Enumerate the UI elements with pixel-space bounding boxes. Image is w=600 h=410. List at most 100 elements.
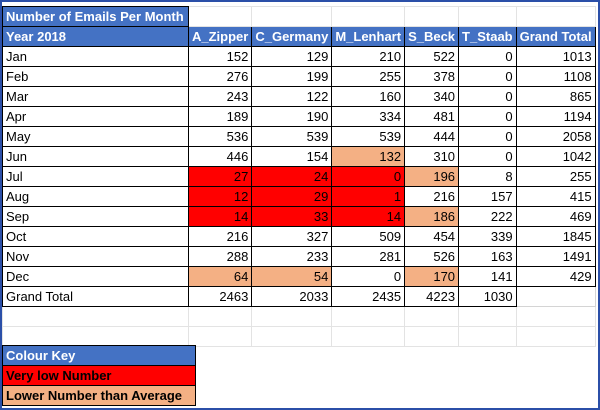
table-cell[interactable]: 469 [515, 206, 596, 227]
table-cell[interactable]: 33 [251, 206, 333, 227]
row-label[interactable]: Jul [2, 166, 189, 187]
table-cell[interactable]: 216 [404, 186, 460, 207]
table-cell[interactable]: 255 [515, 166, 596, 187]
table-cell[interactable]: 0 [458, 46, 517, 67]
table-cell[interactable]: 2435 [331, 286, 406, 307]
row-label[interactable]: Nov [2, 246, 189, 267]
table-cell[interactable]: 481 [404, 106, 460, 127]
table-cell[interactable]: 222 [458, 206, 517, 227]
table-cell[interactable] [515, 286, 596, 307]
table-cell[interactable]: 281 [331, 246, 406, 267]
table-cell[interactable]: 1013 [515, 46, 596, 67]
table-cell[interactable]: 186 [404, 206, 460, 227]
table-cell[interactable]: 310 [404, 146, 460, 167]
table-cell[interactable]: 539 [251, 126, 333, 147]
colour-key-very-low[interactable]: Very low Number [2, 365, 196, 386]
table-cell[interactable]: 152 [187, 46, 253, 67]
row-label[interactable]: Apr [2, 106, 189, 127]
table-cell[interactable]: 29 [251, 186, 333, 207]
empty-cell[interactable] [187, 306, 253, 327]
row-label[interactable]: Jan [2, 46, 189, 67]
empty-cell[interactable] [2, 326, 189, 347]
table-cell[interactable]: 339 [458, 226, 517, 247]
table-cell[interactable]: 154 [251, 146, 333, 167]
table-title[interactable]: Number of Emails Per Month [2, 6, 189, 27]
colour-key-lower-average[interactable]: Lower Number than Average [2, 385, 196, 406]
table-cell[interactable]: 216 [187, 226, 253, 247]
empty-cell[interactable] [458, 6, 517, 27]
table-cell[interactable]: 415 [515, 186, 596, 207]
table-cell[interactable]: 1845 [515, 226, 596, 247]
empty-cell[interactable] [404, 306, 460, 327]
table-cell[interactable]: 12 [187, 186, 253, 207]
empty-cell[interactable] [404, 6, 460, 27]
table-cell[interactable]: 24 [251, 166, 333, 187]
row-label[interactable]: Aug [2, 186, 189, 207]
table-cell[interactable]: 255 [331, 66, 406, 87]
table-cell[interactable]: 1030 [458, 286, 517, 307]
table-cell[interactable]: 378 [404, 66, 460, 87]
empty-cell[interactable] [515, 306, 596, 327]
row-label[interactable]: Feb [2, 66, 189, 87]
header-grand-total[interactable]: Grand Total [515, 26, 596, 47]
table-cell[interactable]: 276 [187, 66, 253, 87]
empty-cell[interactable] [404, 326, 460, 347]
table-cell[interactable]: 170 [404, 266, 460, 287]
header-m-lenhart[interactable]: M_Lenhart [331, 26, 406, 47]
table-cell[interactable]: 233 [251, 246, 333, 267]
table-cell[interactable]: 0 [458, 146, 517, 167]
colour-key-title[interactable]: Colour Key [2, 345, 196, 366]
row-label[interactable]: Sep [2, 206, 189, 227]
empty-cell[interactable] [515, 326, 596, 347]
empty-cell[interactable] [251, 306, 333, 327]
table-cell[interactable]: 1491 [515, 246, 596, 267]
table-cell[interactable]: 522 [404, 46, 460, 67]
table-cell[interactable]: 199 [251, 66, 333, 87]
table-cell[interactable]: 0 [331, 166, 406, 187]
table-cell[interactable]: 14 [331, 206, 406, 227]
table-cell[interactable]: 509 [331, 226, 406, 247]
table-cell[interactable]: 334 [331, 106, 406, 127]
table-cell[interactable]: 327 [251, 226, 333, 247]
row-label[interactable]: Jun [2, 146, 189, 167]
empty-cell[interactable] [458, 306, 517, 327]
header-year[interactable]: Year 2018 [2, 26, 189, 47]
table-cell[interactable]: 288 [187, 246, 253, 267]
header-s-beck[interactable]: S_Beck [404, 26, 460, 47]
table-cell[interactable]: 2033 [251, 286, 333, 307]
row-label[interactable]: Oct [2, 226, 189, 247]
table-cell[interactable]: 444 [404, 126, 460, 147]
header-c-germany[interactable]: C_Germany [251, 26, 333, 47]
table-cell[interactable]: 865 [515, 86, 596, 107]
table-cell[interactable]: 1 [331, 186, 406, 207]
row-label[interactable]: Dec [2, 266, 189, 287]
row-label[interactable]: Mar [2, 86, 189, 107]
header-a-zipper[interactable]: A_Zipper [187, 26, 253, 47]
table-cell[interactable]: 122 [251, 86, 333, 107]
table-cell[interactable]: 340 [404, 86, 460, 107]
table-cell[interactable]: 539 [331, 126, 406, 147]
table-cell[interactable]: 526 [404, 246, 460, 267]
table-cell[interactable]: 8 [458, 166, 517, 187]
table-cell[interactable]: 536 [187, 126, 253, 147]
table-cell[interactable]: 0 [458, 86, 517, 107]
table-cell[interactable]: 160 [331, 86, 406, 107]
table-cell[interactable]: 1042 [515, 146, 596, 167]
table-cell[interactable]: 141 [458, 266, 517, 287]
table-cell[interactable]: 0 [331, 266, 406, 287]
table-cell[interactable]: 2463 [187, 286, 253, 307]
table-cell[interactable]: 243 [187, 86, 253, 107]
empty-cell[interactable] [331, 306, 406, 327]
table-cell[interactable]: 454 [404, 226, 460, 247]
empty-cell[interactable] [187, 326, 253, 347]
empty-cell[interactable] [251, 6, 333, 27]
table-cell[interactable]: 2058 [515, 126, 596, 147]
table-cell[interactable]: 1108 [515, 66, 596, 87]
empty-cell[interactable] [458, 326, 517, 347]
table-cell[interactable]: 0 [458, 66, 517, 87]
table-cell[interactable]: 157 [458, 186, 517, 207]
table-cell[interactable]: 14 [187, 206, 253, 227]
table-cell[interactable]: 1194 [515, 106, 596, 127]
empty-cell[interactable] [515, 6, 596, 27]
empty-cell[interactable] [187, 6, 253, 27]
